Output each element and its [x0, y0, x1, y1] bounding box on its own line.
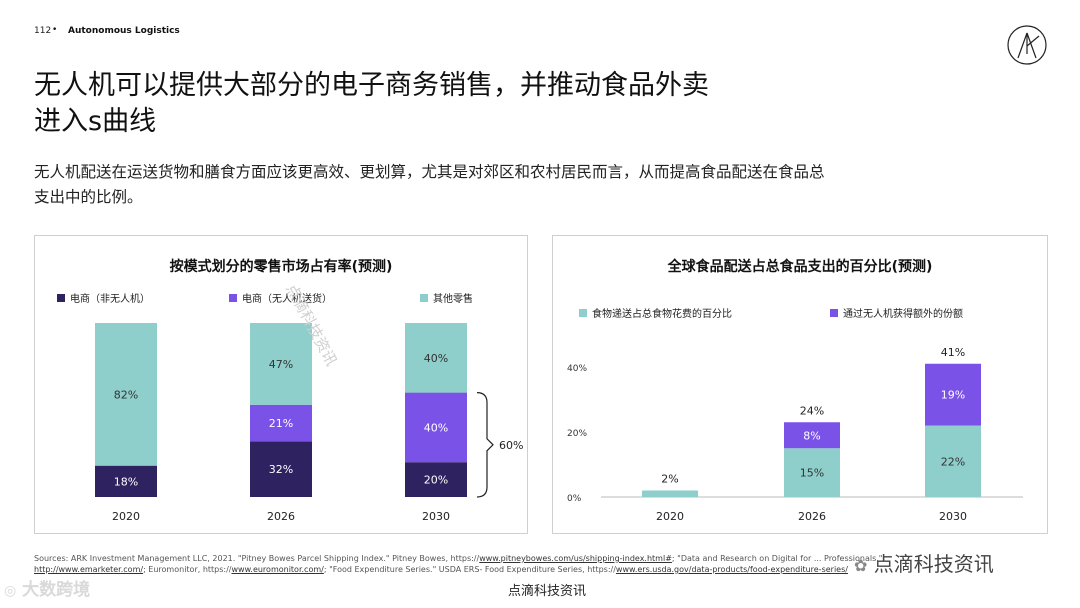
- legend-label: 电商（非无人机）: [70, 294, 150, 305]
- page-subtitle-line1: 无人机配送在运送货物和膳食方面应该更高效、更划算，尤其是对郊区和农村居民而言，从…: [34, 163, 825, 181]
- bar-segment: [95, 465, 157, 497]
- page-subtitle: 无人机配送在运送货物和膳食方面应该更高效、更划算，尤其是对郊区和农村居民而言，从…: [34, 160, 974, 210]
- total-label: 24%: [800, 404, 824, 417]
- x-tick-label: 2026: [267, 510, 295, 523]
- bar-segment: [250, 404, 312, 442]
- y-tick-label: 40%: [567, 364, 587, 374]
- bar-segment: [95, 323, 157, 466]
- data-label: 47%: [269, 358, 293, 371]
- bar-segment: [405, 462, 467, 497]
- source-link[interactable]: www.pitneybowes.com/us/shipping-index.ht…: [479, 554, 672, 563]
- data-label: 21%: [269, 417, 293, 430]
- data-label: 22%: [941, 455, 965, 468]
- total-label: 41%: [941, 346, 965, 359]
- wechat-icon: ✿: [854, 556, 868, 575]
- sources-text: Sources: ARK Investment Management LLC, …: [34, 554, 480, 563]
- brand-name: Autonomous Logistics: [68, 26, 180, 36]
- x-tick-label: 2026: [798, 510, 826, 523]
- header-separator: •: [52, 25, 58, 35]
- page-subtitle-line2: 支出中的比例。: [34, 188, 143, 206]
- sources-line: Sources: ARK Investment Management LLC, …: [34, 553, 924, 564]
- source-link[interactable]: http://www.emarketer.com/: [34, 565, 144, 574]
- watermark-left-text: 大数跨境: [22, 580, 91, 600]
- source-link[interactable]: www.ers.usda.gov/data-products/food-expe…: [615, 565, 848, 574]
- page-title: 无人机可以提供大部分的电子商务销售，并推动食品外卖 进入s曲线: [34, 68, 934, 140]
- y-tick-label: 0%: [567, 494, 582, 504]
- x-tick-label: 2030: [939, 510, 967, 523]
- legend-swatch: [229, 293, 237, 302]
- legend-item: 电商（无人机送货）: [229, 290, 332, 305]
- bar-segment: [405, 392, 467, 463]
- legend-item: 其他零售: [420, 290, 473, 305]
- x-tick-label: 2020: [112, 510, 140, 523]
- data-label: 40%: [424, 352, 448, 365]
- watermark-right: ✿ 点滴科技资讯: [854, 548, 994, 577]
- legend-label: 其他零售: [433, 294, 473, 305]
- x-tick-label: 2030: [422, 510, 450, 523]
- legend-swatch: [579, 308, 587, 317]
- page-title-line1: 无人机可以提供大部分的电子商务销售，并推动食品外卖: [34, 70, 709, 101]
- bar-segment: [784, 448, 840, 497]
- legend-item: 通过无人机获得额外的份额: [830, 305, 963, 320]
- bar-segment: [250, 441, 312, 497]
- data-label: 32%: [269, 463, 293, 476]
- data-label: 20%: [424, 474, 448, 487]
- sources-text: ; Euromonitor, https://: [143, 565, 232, 574]
- watermark-logo-icon: ◎: [4, 583, 17, 599]
- retail-share-chart-panel: 按模式划分的零售市场占有率(预测) 电商（非无人机） 电商（无人机送货） 其他零…: [34, 235, 528, 534]
- sources-note: Sources: ARK Investment Management LLC, …: [34, 553, 924, 575]
- y-tick-label: 20%: [567, 429, 587, 439]
- retail-share-chart: 18% 82% 2020 32% 21% 47% 2026 20% 40% 40% 2030 60%: [95, 323, 523, 523]
- footer-text: 点滴科技资讯: [508, 584, 587, 599]
- legend-swatch: [420, 293, 428, 302]
- legend-label: 通过无人机获得额外的份额: [843, 309, 963, 320]
- legend-item: 食物递送占总食物花费的百分比: [579, 305, 732, 320]
- x-tick-label: 2020: [656, 510, 684, 523]
- sources-text: ; "Data and Research on Digital for ... …: [671, 554, 883, 563]
- legend-label: 电商（无人机送货）: [242, 294, 332, 305]
- page-title-line2: 进入s曲线: [34, 106, 157, 137]
- data-label: 15%: [800, 467, 824, 480]
- sources-text: ; "Food Expenditure Series." USDA ERS- F…: [323, 565, 616, 574]
- watermark-right-text: 点滴科技资讯: [873, 552, 994, 576]
- chart-title: 全球食品配送占总食品支出的百分比(预测): [667, 259, 933, 275]
- food-delivery-chart: 0% 20% 40% 2% 2020 15% 8% 24% 2026 22% 19% 41% 2030: [567, 346, 1023, 523]
- annotation-label: 60%: [499, 439, 523, 452]
- data-label: 18%: [114, 475, 138, 488]
- data-label: 40%: [424, 421, 448, 434]
- bracket: [476, 392, 494, 498]
- bar-segment: [925, 425, 981, 497]
- bar-segment: [405, 323, 467, 393]
- legend-label: 食物递送占总食物花费的百分比: [592, 309, 732, 320]
- watermark-left: ◎ 大数跨境: [4, 575, 90, 600]
- data-label: 8%: [803, 429, 820, 442]
- bar-segment: [642, 490, 698, 497]
- bar-segment: [250, 323, 312, 405]
- ark-logo-icon: [1007, 25, 1047, 65]
- legend-item: 电商（非无人机）: [57, 290, 150, 305]
- data-label: 82%: [114, 388, 138, 401]
- page-number: 112: [34, 26, 52, 36]
- source-link[interactable]: www.euromonitor.com/: [231, 565, 324, 574]
- chart-title: 按模式划分的零售市场占有率(预测): [169, 259, 393, 275]
- bar-segment: [784, 422, 840, 449]
- sources-line: http://www.emarketer.com/; Euromonitor, …: [34, 564, 924, 575]
- food-delivery-chart-panel: 全球食品配送占总食品支出的百分比(预测) 食物递送占总食物花费的百分比 通过无人…: [552, 235, 1048, 534]
- legend-swatch: [57, 293, 65, 302]
- data-label: 19%: [941, 389, 965, 402]
- bar-segment: [925, 363, 981, 426]
- legend-swatch: [830, 308, 838, 317]
- total-label: 2%: [661, 473, 678, 486]
